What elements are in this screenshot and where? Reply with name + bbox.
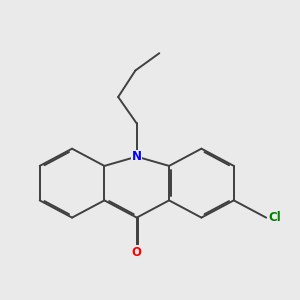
Text: O: O	[132, 246, 142, 259]
Text: Cl: Cl	[269, 211, 281, 224]
Text: N: N	[132, 150, 142, 163]
